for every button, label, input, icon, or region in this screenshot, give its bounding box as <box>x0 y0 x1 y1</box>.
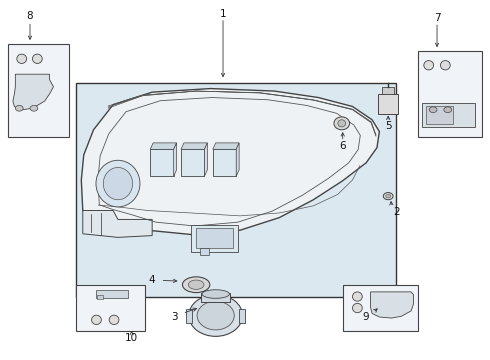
Ellipse shape <box>383 193 393 200</box>
Polygon shape <box>181 143 207 149</box>
Bar <box>422 103 475 127</box>
Ellipse shape <box>92 315 101 324</box>
Ellipse shape <box>197 301 234 330</box>
Bar <box>186 309 192 323</box>
Ellipse shape <box>30 105 38 111</box>
Bar <box>418 51 482 137</box>
Bar <box>196 228 233 248</box>
Text: 4: 4 <box>149 275 155 285</box>
Polygon shape <box>81 89 379 234</box>
Bar <box>76 83 396 297</box>
Bar <box>98 296 103 299</box>
Text: 7: 7 <box>434 13 441 23</box>
Polygon shape <box>173 143 176 176</box>
Polygon shape <box>13 74 53 110</box>
Ellipse shape <box>189 295 243 336</box>
Bar <box>426 106 453 125</box>
Ellipse shape <box>17 54 26 63</box>
Text: 2: 2 <box>393 207 400 217</box>
Bar <box>378 94 398 114</box>
Bar <box>181 149 204 176</box>
Ellipse shape <box>429 107 437 113</box>
Ellipse shape <box>334 117 349 130</box>
Bar <box>200 248 209 255</box>
Bar <box>191 225 238 252</box>
Bar <box>382 87 394 94</box>
Bar <box>213 149 236 176</box>
Bar <box>201 293 230 302</box>
Ellipse shape <box>15 105 23 111</box>
Ellipse shape <box>352 292 362 301</box>
Text: 3: 3 <box>171 312 177 322</box>
Ellipse shape <box>109 315 119 324</box>
Ellipse shape <box>32 54 42 63</box>
Ellipse shape <box>424 60 434 70</box>
Text: 8: 8 <box>26 11 33 21</box>
Polygon shape <box>204 143 207 176</box>
Text: 10: 10 <box>125 333 138 343</box>
Ellipse shape <box>96 160 140 207</box>
Ellipse shape <box>386 194 391 198</box>
Text: 5: 5 <box>385 121 392 131</box>
Text: 6: 6 <box>340 141 346 151</box>
Polygon shape <box>150 143 176 149</box>
Polygon shape <box>370 292 414 318</box>
Text: 9: 9 <box>363 312 369 322</box>
Polygon shape <box>213 143 239 149</box>
Ellipse shape <box>444 107 452 113</box>
Bar <box>343 285 418 331</box>
Bar <box>8 44 69 137</box>
Bar <box>150 149 173 176</box>
Ellipse shape <box>441 60 450 70</box>
Ellipse shape <box>188 280 204 289</box>
Ellipse shape <box>352 303 362 313</box>
Bar <box>76 285 145 331</box>
Bar <box>239 309 245 323</box>
Polygon shape <box>236 143 239 176</box>
Polygon shape <box>83 211 152 237</box>
Ellipse shape <box>182 277 210 293</box>
Bar <box>96 290 128 298</box>
Ellipse shape <box>338 120 345 127</box>
Ellipse shape <box>202 290 229 298</box>
Text: 1: 1 <box>220 9 226 19</box>
Ellipse shape <box>103 167 133 200</box>
